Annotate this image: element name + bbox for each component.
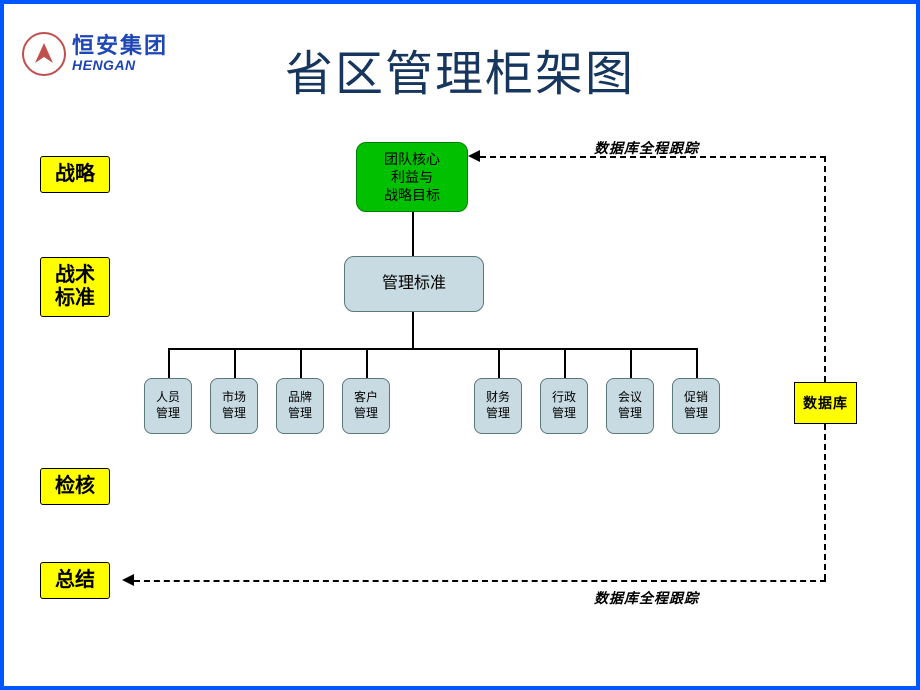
conn-drop <box>696 348 698 378</box>
database-box: 数据库 <box>794 382 857 424</box>
database-label: 数据库 <box>803 397 848 412</box>
conn-bus <box>168 348 696 350</box>
side-label-strategy: 战略 <box>40 156 110 193</box>
leaf-node: 会议管理 <box>606 378 654 434</box>
conn-drop <box>234 348 236 378</box>
dash-top-v <box>824 156 826 382</box>
conn-drop <box>300 348 302 378</box>
anno-bottom: 数据库全程跟踪 <box>594 588 699 608</box>
node-root-label: 团队核心利益与战略目标 <box>384 150 440 205</box>
conn-std-bus <box>412 312 414 348</box>
conn-drop <box>168 348 170 378</box>
node-standard: 管理标准 <box>344 256 484 312</box>
side-label-check: 检核 <box>40 468 110 505</box>
node-root: 团队核心利益与战略目标 <box>356 142 468 212</box>
conn-drop <box>564 348 566 378</box>
side-label-summary: 总结 <box>40 562 110 599</box>
dash-top-h <box>480 156 826 158</box>
arrow-top-icon <box>468 150 480 162</box>
conn-drop <box>630 348 632 378</box>
leaf-node: 行政管理 <box>540 378 588 434</box>
page-title: 省区管理柜架图 <box>4 34 916 104</box>
conn-drop <box>366 348 368 378</box>
dash-bottom-v <box>824 424 826 580</box>
leaf-node: 促销管理 <box>672 378 720 434</box>
node-standard-label: 管理标准 <box>382 274 446 295</box>
leaf-node: 品牌管理 <box>276 378 324 434</box>
arrow-bottom-icon <box>122 574 134 586</box>
conn-root-std <box>412 212 414 256</box>
leaf-node: 人员管理 <box>144 378 192 434</box>
dash-bottom-h <box>134 580 826 582</box>
anno-top: 数据库全程跟踪 <box>594 138 699 158</box>
side-label-tactics: 战术标准 <box>40 257 110 317</box>
slide-canvas: 恒安集团 HENGAN 省区管理柜架图 战略 战术标准 检核 总结 团队核心利益… <box>4 4 916 686</box>
conn-drop <box>498 348 500 378</box>
leaf-node: 财务管理 <box>474 378 522 434</box>
leaf-node: 市场管理 <box>210 378 258 434</box>
leaf-node: 客户管理 <box>342 378 390 434</box>
